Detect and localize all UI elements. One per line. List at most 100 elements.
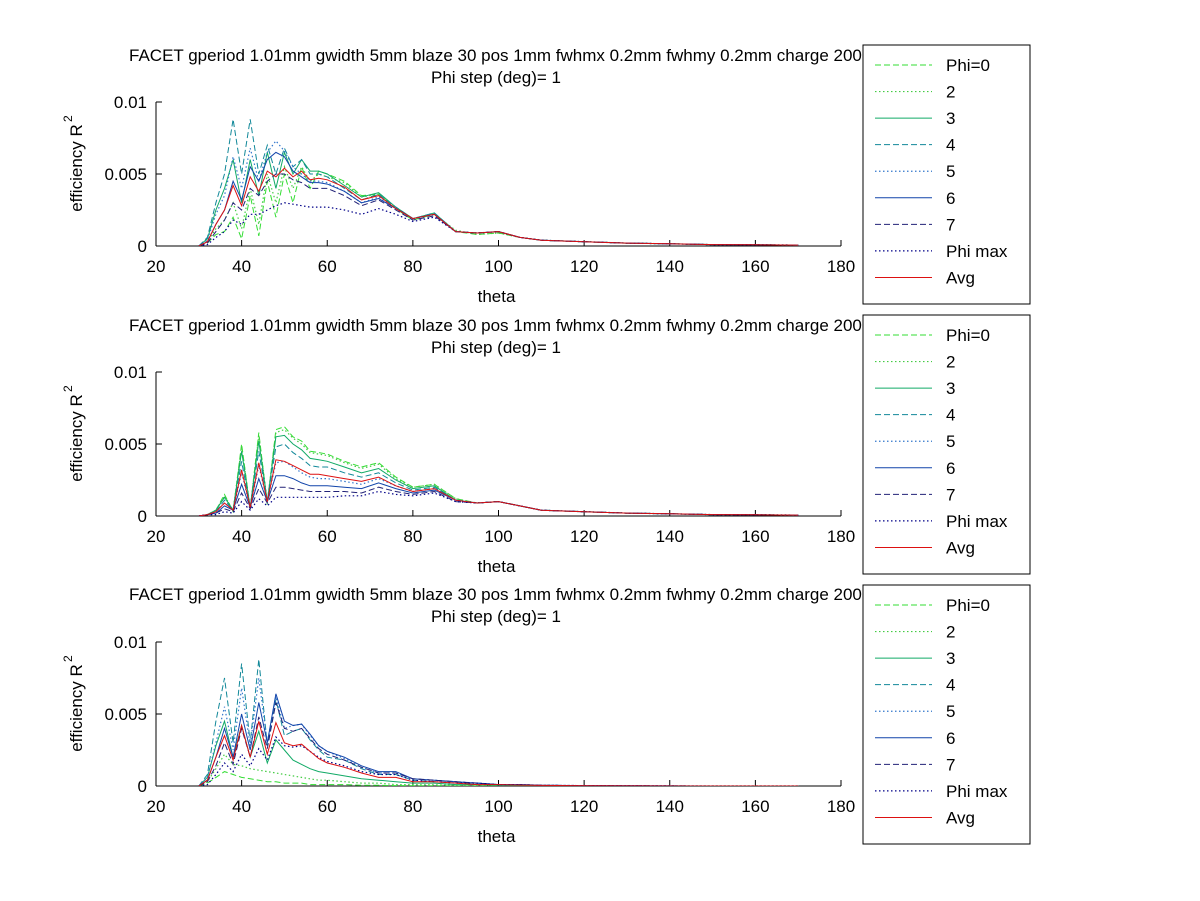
series-line-2 <box>198 428 799 516</box>
legend: Phi=0 2 3 4 5 6 7 Phi max Avg <box>862 314 1031 575</box>
x-axis-label: theta <box>478 557 516 576</box>
series-line-4 <box>198 659 799 786</box>
y-axis-label: efficiency R <box>67 124 86 212</box>
series-line-7 <box>198 702 799 786</box>
legend-label: Avg <box>946 538 975 557</box>
series-group <box>198 426 799 516</box>
series-line-5 <box>198 677 799 786</box>
y-tick-label: 0 <box>138 777 147 796</box>
x-tick-label: 20 <box>147 257 166 276</box>
x-tick-label: 180 <box>827 797 855 816</box>
series-line-8 <box>198 202 799 246</box>
legend-label: 5 <box>946 702 955 721</box>
x-tick-label: 120 <box>570 527 598 546</box>
y-tick-label: 0 <box>138 507 147 526</box>
legend-label: 7 <box>946 755 955 774</box>
series-line-2 <box>198 164 799 246</box>
legend-label: 4 <box>946 136 955 155</box>
legend-label: Phi max <box>946 512 1008 531</box>
legend-label: 7 <box>946 215 955 234</box>
subplot-3: FACET gperiod 1.01mm gwidth 5mm blaze 30… <box>61 584 1031 846</box>
x-tick-label: 60 <box>318 257 337 276</box>
legend-label: Phi max <box>946 782 1008 801</box>
x-tick-label: 40 <box>232 257 251 276</box>
y-axis-label-superscript: 2 <box>61 115 75 122</box>
y-tick-label: 0.005 <box>104 165 147 184</box>
x-tick-label: 120 <box>570 797 598 816</box>
legend-label: 4 <box>946 406 955 425</box>
legend-label: 6 <box>946 729 955 748</box>
chart-subtitle: Phi step (deg)= 1 <box>431 607 561 626</box>
x-tick-label: 140 <box>656 257 684 276</box>
series-line-6 <box>198 475 799 516</box>
x-tick-label: 40 <box>232 527 251 546</box>
legend: Phi=0 2 3 4 5 6 7 Phi max Avg <box>862 584 1031 845</box>
x-tick-label: 40 <box>232 797 251 816</box>
legend-label: 2 <box>946 353 955 372</box>
legend: Phi=0 2 3 4 5 6 7 Phi max Avg <box>862 44 1031 305</box>
x-tick-label: 160 <box>741 797 769 816</box>
series-line-4 <box>198 443 799 516</box>
x-tick-label: 80 <box>403 527 422 546</box>
y-axis-label-superscript: 2 <box>61 385 75 392</box>
x-tick-label: 100 <box>484 527 512 546</box>
legend-box <box>862 584 1031 845</box>
series-line-9 <box>198 167 799 246</box>
chart-title: FACET gperiod 1.01mm gwidth 5mm blaze 30… <box>129 46 981 65</box>
legend-label: Phi=0 <box>946 326 990 345</box>
chart-subtitle: Phi step (deg)= 1 <box>431 338 561 357</box>
series-line-3 <box>198 434 799 516</box>
series-line-9 <box>198 459 799 516</box>
chart-title: FACET gperiod 1.01mm gwidth 5mm blaze 30… <box>129 585 981 604</box>
series-line-7 <box>198 486 799 516</box>
series-line-4 <box>198 119 799 246</box>
legend-label: 5 <box>946 432 955 451</box>
legend-box <box>862 44 1031 305</box>
legend-box <box>862 314 1031 575</box>
legend-label: Phi=0 <box>946 596 990 615</box>
legend-label: 5 <box>946 162 955 181</box>
legend-label: Phi max <box>946 242 1008 261</box>
y-axis-label-superscript: 2 <box>61 655 75 662</box>
x-tick-label: 140 <box>656 797 684 816</box>
legend-label: 6 <box>946 189 955 208</box>
y-tick-label: 0.005 <box>104 705 147 724</box>
y-tick-label: 0.005 <box>104 435 147 454</box>
series-line-1 <box>198 771 799 786</box>
x-tick-label: 80 <box>403 257 422 276</box>
legend-label: 4 <box>946 676 955 695</box>
y-tick-label: 0.01 <box>114 93 147 112</box>
series-group <box>198 119 799 246</box>
series-line-1 <box>198 426 799 516</box>
legend-label: 7 <box>946 485 955 504</box>
legend-label: Avg <box>946 268 975 287</box>
subplot-2: FACET gperiod 1.01mm gwidth 5mm blaze 30… <box>61 314 1031 576</box>
series-line-5 <box>198 460 799 516</box>
x-tick-label: 140 <box>656 527 684 546</box>
x-axis-label: theta <box>478 287 516 306</box>
chart-subtitle: Phi step (deg)= 1 <box>431 68 561 87</box>
legend-label: 2 <box>946 83 955 102</box>
legend-label: 2 <box>946 623 955 642</box>
series-line-9 <box>198 721 799 786</box>
legend-label: Avg <box>946 808 975 827</box>
x-tick-label: 60 <box>318 797 337 816</box>
x-tick-label: 20 <box>147 527 166 546</box>
x-tick-label: 20 <box>147 797 166 816</box>
legend-label: 3 <box>946 379 955 398</box>
subplot-1: FACET gperiod 1.01mm gwidth 5mm blaze 30… <box>61 44 1031 306</box>
legend-label: 3 <box>946 649 955 668</box>
x-tick-label: 160 <box>741 527 769 546</box>
x-tick-label: 80 <box>403 797 422 816</box>
x-axis-label: theta <box>478 827 516 846</box>
x-tick-label: 180 <box>827 527 855 546</box>
series-line-7 <box>198 173 799 246</box>
x-tick-label: 100 <box>484 257 512 276</box>
y-tick-label: 0.01 <box>114 363 147 382</box>
x-tick-label: 120 <box>570 257 598 276</box>
y-tick-label: 0 <box>138 237 147 256</box>
x-tick-label: 160 <box>741 257 769 276</box>
series-line-3 <box>198 719 799 786</box>
y-axis-label: efficiency R <box>67 664 86 752</box>
